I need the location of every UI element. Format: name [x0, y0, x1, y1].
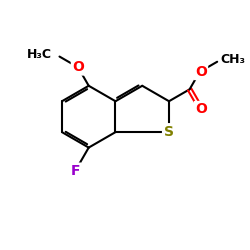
Text: F: F	[71, 164, 81, 178]
Text: O: O	[195, 102, 207, 116]
Text: CH₃: CH₃	[221, 53, 246, 66]
Text: O: O	[195, 65, 207, 79]
Text: S: S	[164, 125, 174, 139]
Text: H₃C: H₃C	[27, 48, 52, 61]
Text: O: O	[72, 60, 84, 74]
